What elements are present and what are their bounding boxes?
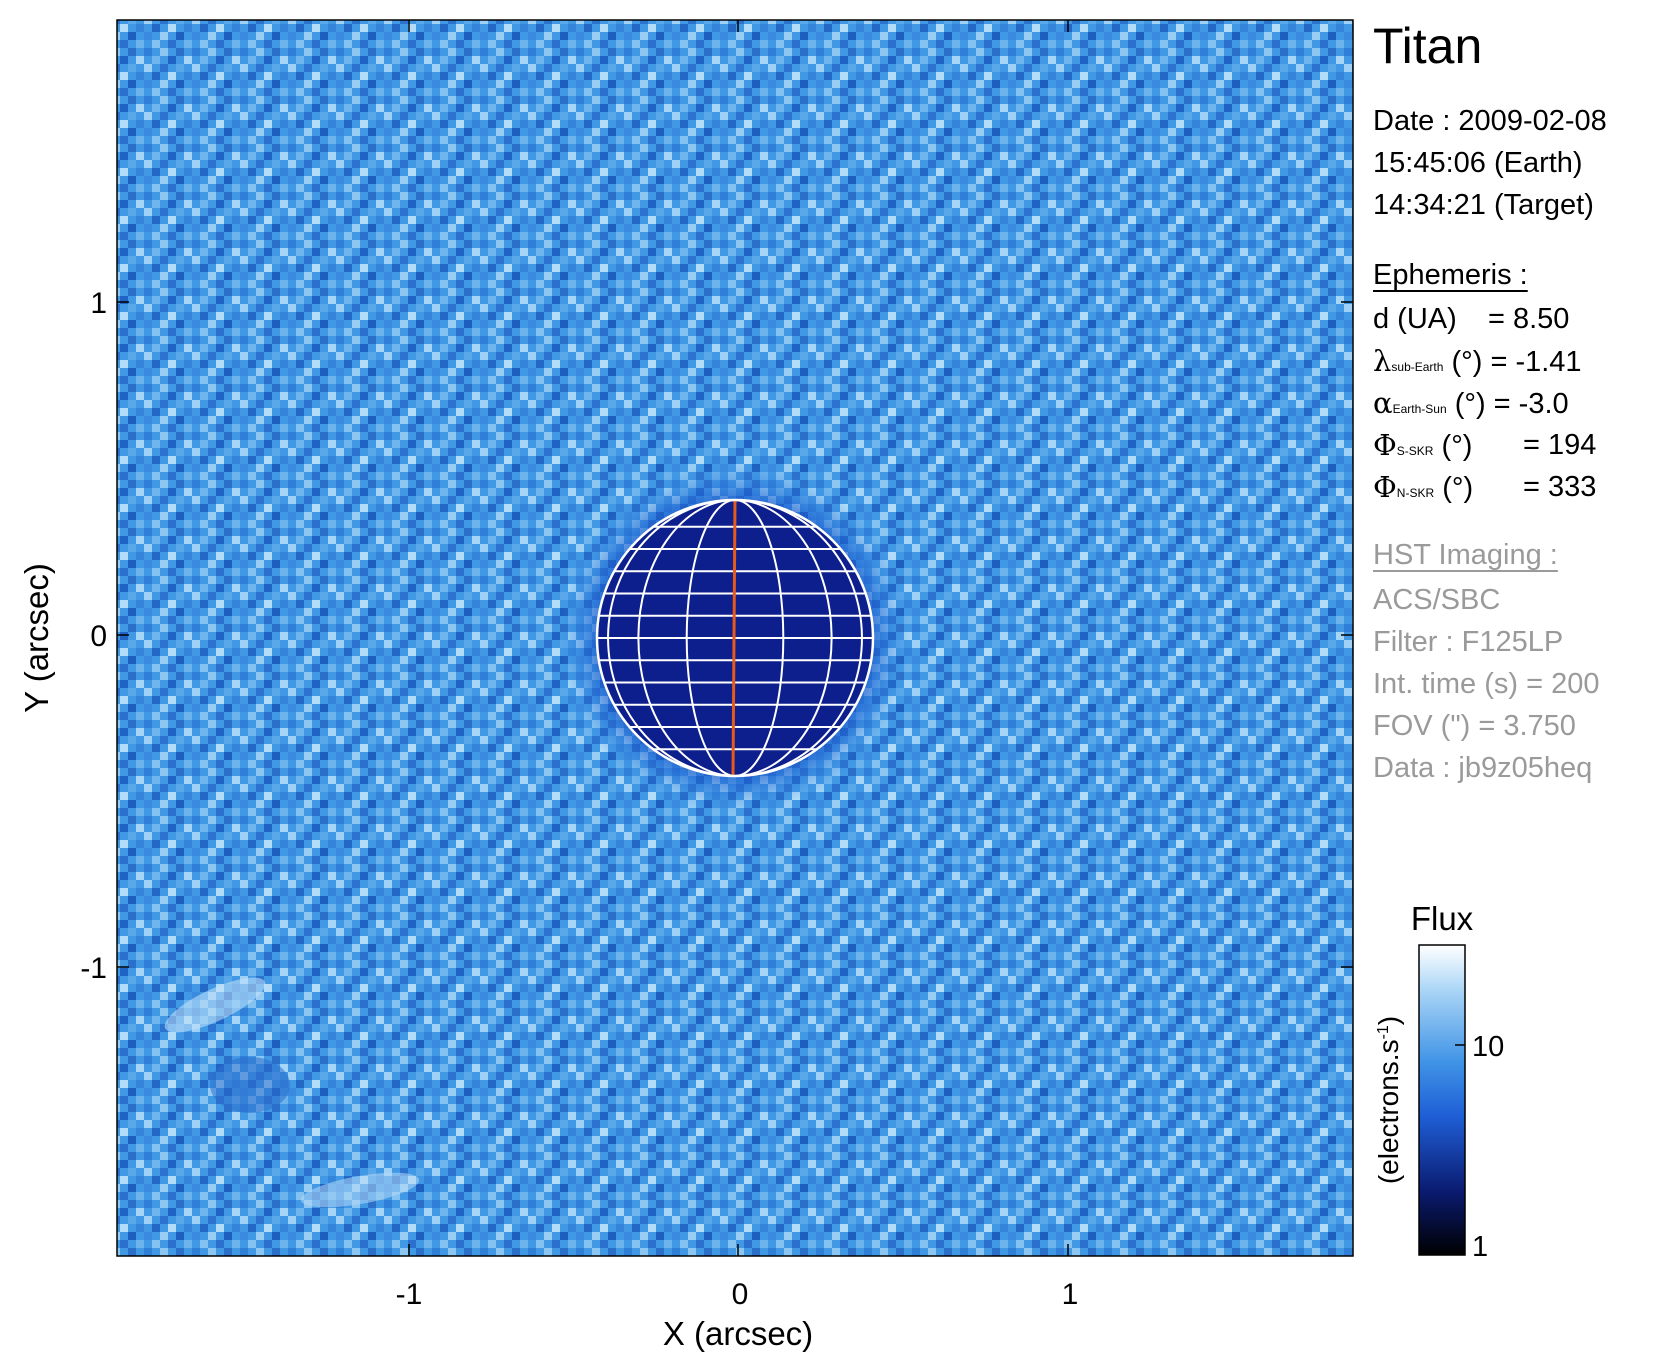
- imaging-instrument: ACS/SBC: [1373, 584, 1501, 616]
- colorbar-tick-label: 10: [1472, 1031, 1504, 1063]
- lower-left-artifacts: [164, 977, 420, 1208]
- imaging-fov: FOV (") = 3.750: [1373, 710, 1576, 742]
- distance-value: = 8.50: [1488, 303, 1570, 335]
- y-tick-label: 0: [90, 620, 107, 653]
- tick-marks: [117, 20, 1353, 1256]
- phi-n-symbol: Φ: [1373, 470, 1397, 504]
- lambda-subscript: sub-Earth: [1391, 360, 1444, 374]
- distance-label: d (UA): [1373, 303, 1457, 335]
- alpha-value: = -3.0: [1493, 388, 1569, 420]
- phi-s-unit: (°): [1441, 430, 1473, 462]
- limb-outline: [595, 498, 875, 778]
- x-tick-label: -1: [396, 1278, 423, 1311]
- colorbar-title: Flux: [1411, 900, 1474, 937]
- y-tick-label: -1: [80, 952, 107, 985]
- date-line: Date : 2009-02-08: [1373, 105, 1607, 137]
- plot-frame: [116, 19, 1354, 1257]
- earth-time-line: 15:45:06 (Earth): [1373, 147, 1583, 179]
- phi-s-symbol: Φ: [1373, 428, 1397, 462]
- y-axis-label: Y (arcsec): [18, 563, 55, 713]
- alpha-subscript: Earth-Sun: [1392, 402, 1447, 416]
- ephemeris-heading: Ephemeris :: [1373, 259, 1528, 291]
- y-tick-label: 1: [90, 287, 107, 320]
- colorbar: [1418, 944, 1466, 1256]
- lambda-unit: (°): [1451, 346, 1483, 378]
- ephemeris-s-skr: ΦS-SKR (°) = 194: [1373, 428, 1596, 468]
- phi-n-subscript: N-SKR: [1396, 486, 1435, 500]
- alpha-symbol: α: [1373, 386, 1393, 420]
- imaging-int-time: Int. time (s) = 200: [1373, 668, 1600, 700]
- central-meridian: [731, 499, 737, 777]
- colorbar-units-label: (electrons.s-1): [1373, 1016, 1404, 1184]
- x-tick-label: 0: [732, 1278, 749, 1311]
- target-time-line: 14:34:21 (Target): [1373, 189, 1594, 221]
- ephemeris-n-skr: ΦN-SKR (°) = 333: [1373, 470, 1596, 510]
- x-tick-label: 1: [1062, 1278, 1079, 1311]
- alpha-unit: (°): [1454, 388, 1486, 420]
- phi-s-value: = 194: [1523, 429, 1597, 461]
- colorbar-tick-label: 1: [1472, 1231, 1488, 1263]
- colorbar-ticks: [1455, 1044, 1465, 1255]
- lambda-symbol: λ: [1373, 344, 1392, 378]
- imaging-filter: Filter : F125LP: [1373, 626, 1564, 658]
- ephemeris-sub-earth: λsub-Earth (°) = -1.41: [1373, 344, 1582, 384]
- phi-n-unit: (°): [1442, 472, 1474, 504]
- x-axis-label: X (arcsec): [663, 1315, 813, 1352]
- lambda-value: = -1.41: [1490, 346, 1582, 378]
- ephemeris-distance: d (UA) = 8.50: [1373, 302, 1569, 336]
- imaging-data-id: Data : jb9z05heq: [1373, 752, 1593, 784]
- phi-n-value: = 333: [1523, 471, 1597, 503]
- target-title: Titan: [1373, 18, 1483, 74]
- imaging-heading: HST Imaging :: [1373, 539, 1558, 571]
- ephemeris-earth-sun: αEarth-Sun (°) = -3.0: [1373, 386, 1569, 426]
- phi-s-subscript: S-SKR: [1396, 444, 1434, 458]
